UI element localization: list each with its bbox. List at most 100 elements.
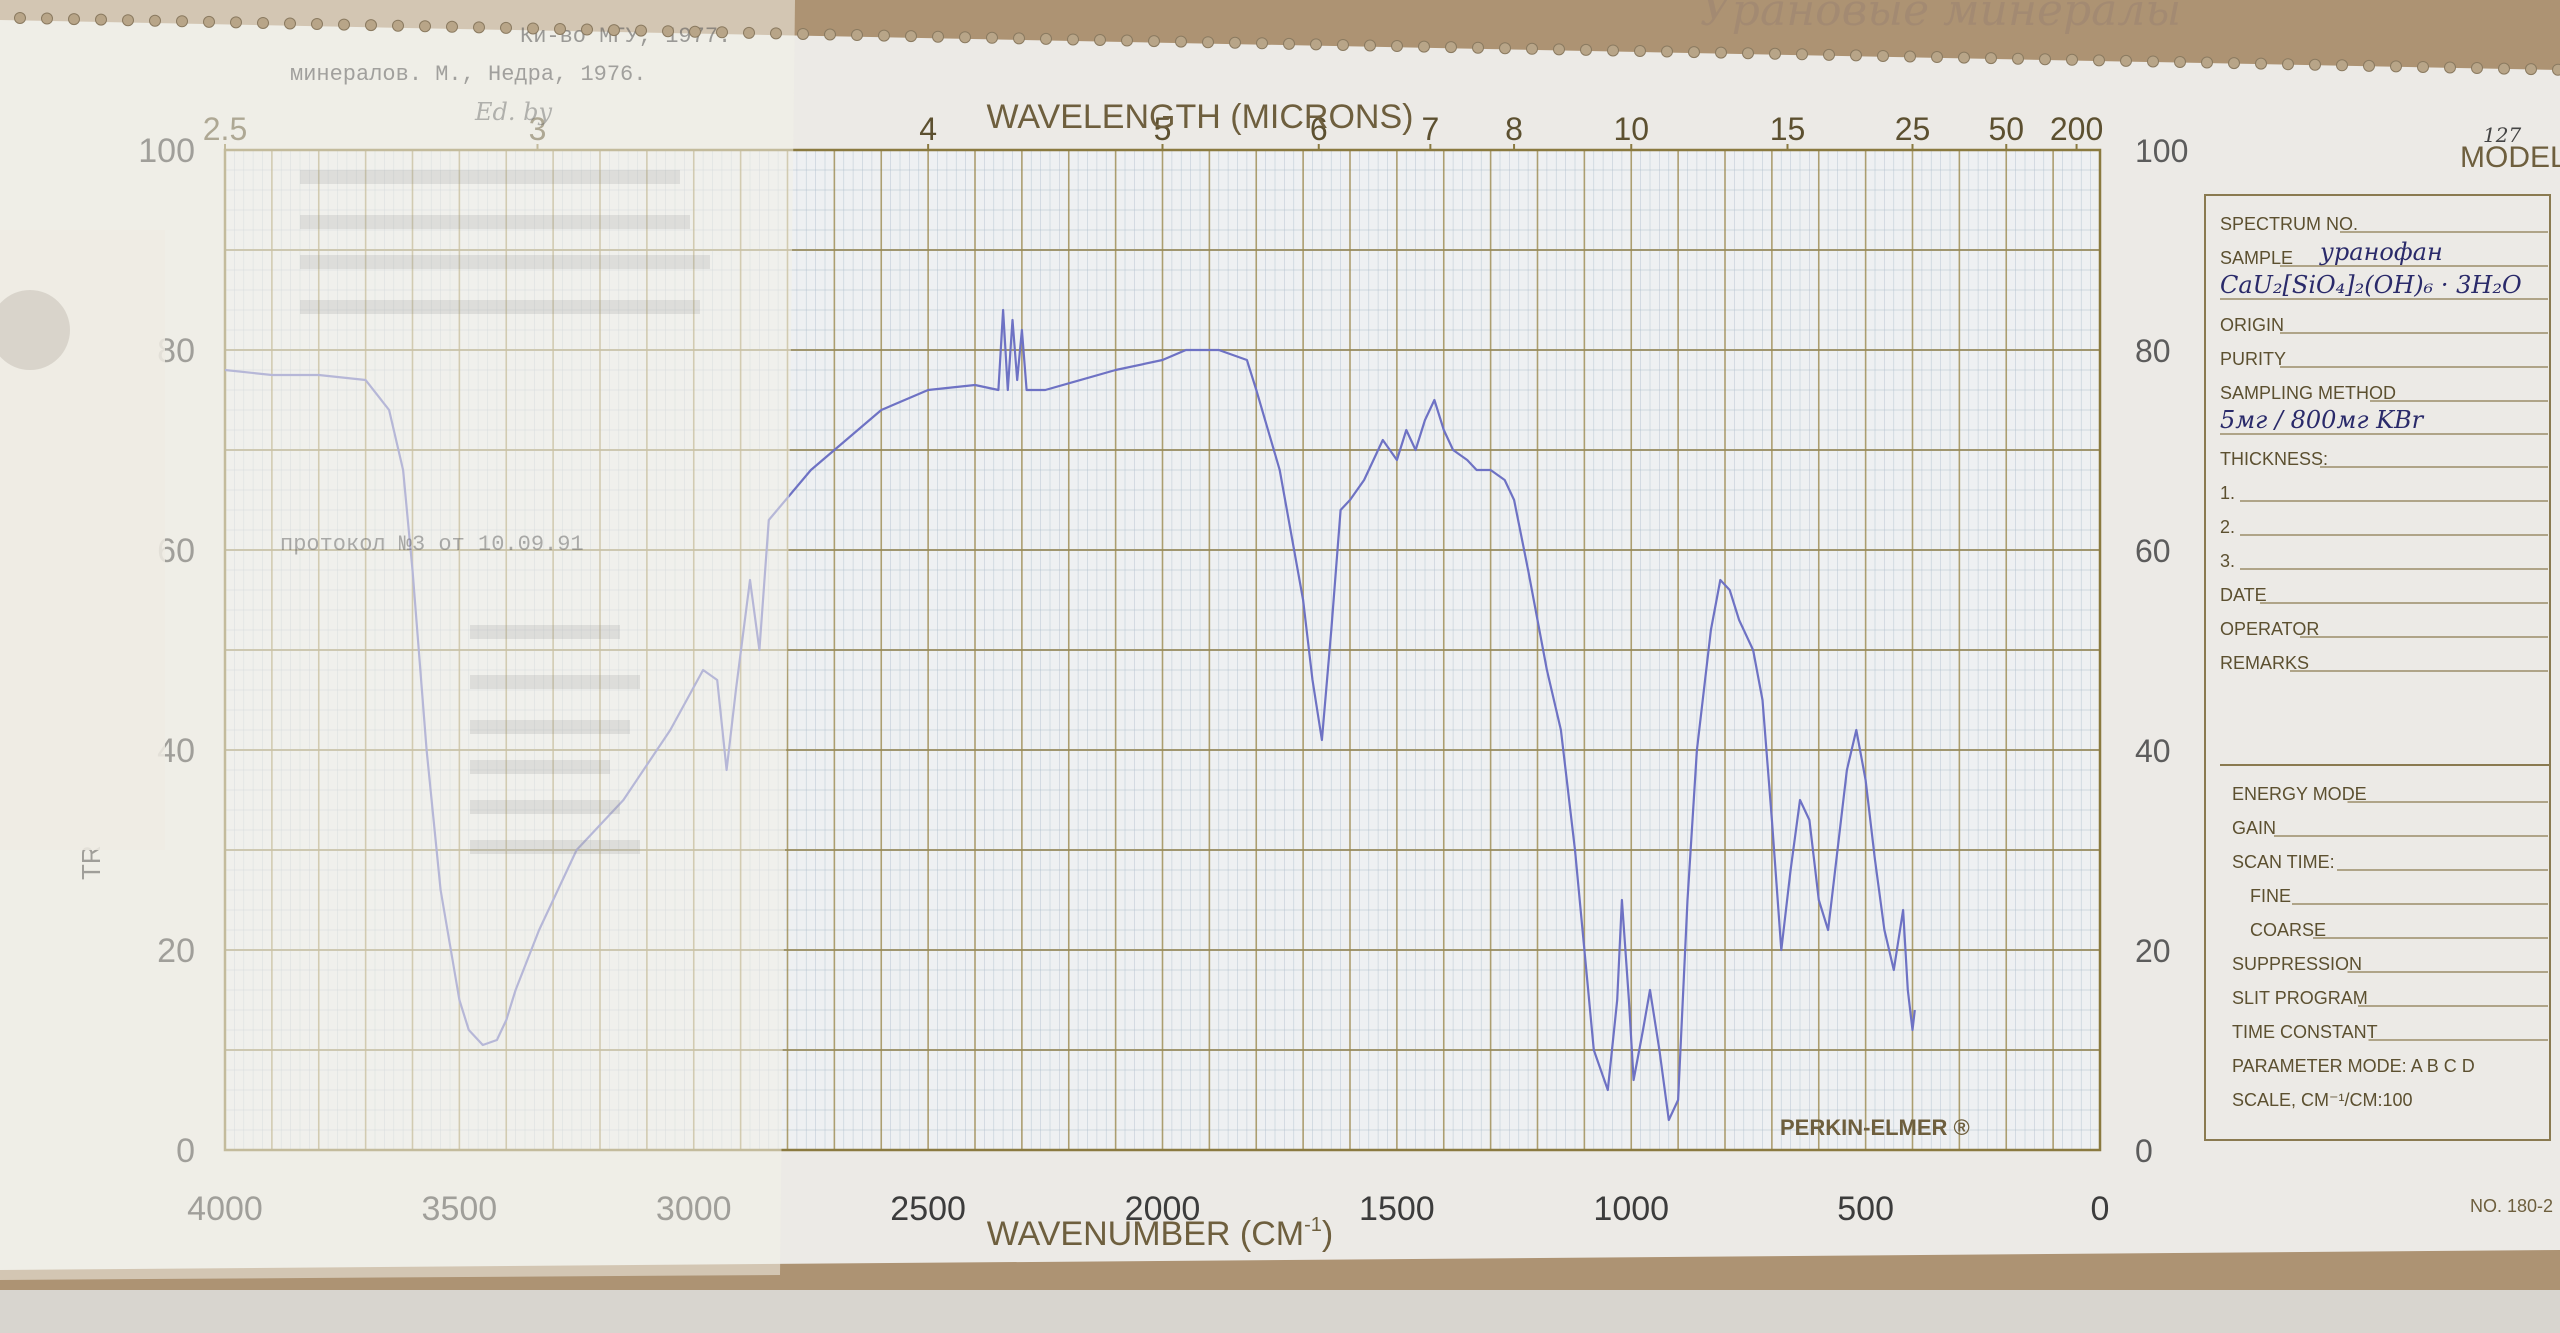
binder-hole (1688, 46, 1700, 59)
table-edge (0, 1290, 2560, 1333)
perkin-elmer-brand: PERKIN-ELMER ® (1780, 1115, 1970, 1140)
binder-hole (2336, 59, 2348, 72)
binder-hole (176, 15, 188, 28)
binder-hole (1904, 50, 1916, 63)
binder-hole (2066, 53, 2078, 66)
binder-hole (2039, 53, 2051, 66)
wavelength-axis-label: WAVELENGTH (MICRONS) (987, 98, 1414, 136)
binder-hole (1229, 36, 1241, 49)
sheet-field-label: SPECTRUM NO. (2220, 214, 2358, 234)
binder-hole (2363, 59, 2375, 72)
binder-hole (41, 12, 53, 25)
binder-hole (851, 29, 863, 42)
y-tick-label-right: 20 (2135, 933, 2171, 969)
x-axis-label: WAVENUMBER (CM-1) (987, 1214, 1333, 1253)
sheet-field-label: 1. (2220, 483, 2235, 503)
y-tick-label-right: 80 (2135, 333, 2171, 369)
binder-hole (2498, 62, 2510, 75)
binder-hole (716, 26, 728, 39)
sheet-setting-label: TIME CONSTANT (2232, 1022, 2378, 1042)
binder-hole (635, 24, 647, 37)
binder-hole (797, 27, 809, 40)
binder-hole (2147, 55, 2159, 68)
binder-hole (95, 13, 107, 26)
binder-hole (986, 31, 998, 44)
wavelength-tick-label: 5 (1154, 111, 1172, 147)
sheet-field-label: THICKNESS: (2220, 449, 2328, 469)
form-number: NO. 180-2 (2470, 1196, 2553, 1216)
binder-hole (1715, 46, 1727, 59)
binder-hole (1283, 37, 1295, 50)
binder-hole (1769, 47, 1781, 60)
binder-holes (14, 12, 2560, 76)
binder-hole (1121, 34, 1133, 47)
binder-hole (284, 17, 296, 30)
sheet-field-label: SAMPLE (2220, 248, 2293, 268)
binder-hole (1202, 36, 1214, 49)
sheet-field-value: CaU₂[SiO₄]₂(OH)₆ · 3H₂O (2220, 271, 2522, 299)
wavelength-tick-label: 7 (1421, 111, 1439, 147)
binder-hole (2390, 60, 2402, 73)
binder-hole (905, 30, 917, 43)
binder-hole (500, 21, 512, 34)
binder-hole (2201, 56, 2213, 69)
binder-hole (2255, 57, 2267, 70)
sheet-field-label: DATE (2220, 585, 2267, 605)
x-tick-label: 0 (2091, 1190, 2110, 1228)
sheet-field-label: SAMPLING METHOD (2220, 383, 2396, 403)
binder-hole (392, 19, 404, 32)
y-tick-label-right: 0 (2135, 1133, 2153, 1169)
sheet-setting-label: SUPPRESSION (2232, 954, 2362, 974)
sheet-setting-label: SLIT PROGRAM (2232, 988, 2368, 1008)
sheet-setting-label: FINE (2250, 886, 2291, 906)
sheet-setting-label: PARAMETER MODE: A B C D (2232, 1056, 2475, 1076)
binder-hole (932, 30, 944, 43)
overlay-paper: Ки-во МГУ, 1977. минералов. М., Недра, 1… (0, 0, 795, 1280)
sheet-setting-label: COARSE (2250, 920, 2326, 940)
x-tick-label: 1000 (1593, 1190, 1669, 1228)
handwritten-note: Урановые минералы (1700, 0, 2181, 36)
x-tick-label: 1500 (1359, 1190, 1435, 1228)
binder-hole (2012, 52, 2024, 65)
binder-hole (2417, 60, 2429, 73)
binder-hole (1094, 34, 1106, 46)
sheet-field-label: REMARKS (2220, 653, 2309, 673)
binder-hole (365, 19, 377, 32)
binder-hole (1796, 48, 1808, 61)
binder-hole (1526, 42, 1538, 55)
binder-hole (473, 21, 485, 34)
overlay-smudge (0, 290, 70, 370)
wavelength-tick-label: 8 (1505, 111, 1523, 147)
binder-hole (338, 18, 350, 31)
binder-hole (581, 23, 593, 36)
binder-hole (311, 18, 323, 31)
wavelength-tick-label: 200 (2050, 111, 2103, 147)
binder-hole (2174, 56, 2186, 68)
binder-hole (959, 31, 971, 44)
sheet-field-value: 5мг / 800мг KBr (2220, 406, 2425, 434)
binder-hole (446, 20, 458, 33)
sheet-field-label: 2. (2220, 517, 2235, 537)
sheet-setting-label: ENERGY MODE (2232, 784, 2367, 804)
overlay-faint-text (300, 170, 710, 854)
binder-hole (1148, 35, 1160, 48)
binder-hole (824, 28, 836, 41)
binder-hole (1823, 48, 1835, 61)
binder-hole (2471, 62, 2483, 75)
binder-hole (1445, 41, 1457, 54)
data-sheet-fields: SPECTRUM NO. SAMPLE уранофан CaU₂[SiO₄]₂(OH… (2220, 214, 2548, 673)
binder-hole (1337, 38, 1349, 51)
sheet-field-label: PURITY (2220, 349, 2286, 369)
binder-hole (1985, 52, 1997, 65)
binder-hole (1877, 49, 1889, 62)
x-tick-label: 500 (1837, 1190, 1894, 1228)
binder-hole (1958, 51, 1970, 64)
sheet-setting-label: GAIN (2232, 818, 2276, 838)
binder-hole (608, 24, 620, 37)
wavelength-tick-label: 4 (919, 111, 937, 147)
overlay-line-2: минералов. М., Недра, 1976. (290, 62, 646, 87)
binder-hole (689, 25, 701, 38)
binder-hole (1931, 51, 1943, 64)
binder-hole (257, 16, 269, 29)
binder-hole (2525, 63, 2537, 76)
